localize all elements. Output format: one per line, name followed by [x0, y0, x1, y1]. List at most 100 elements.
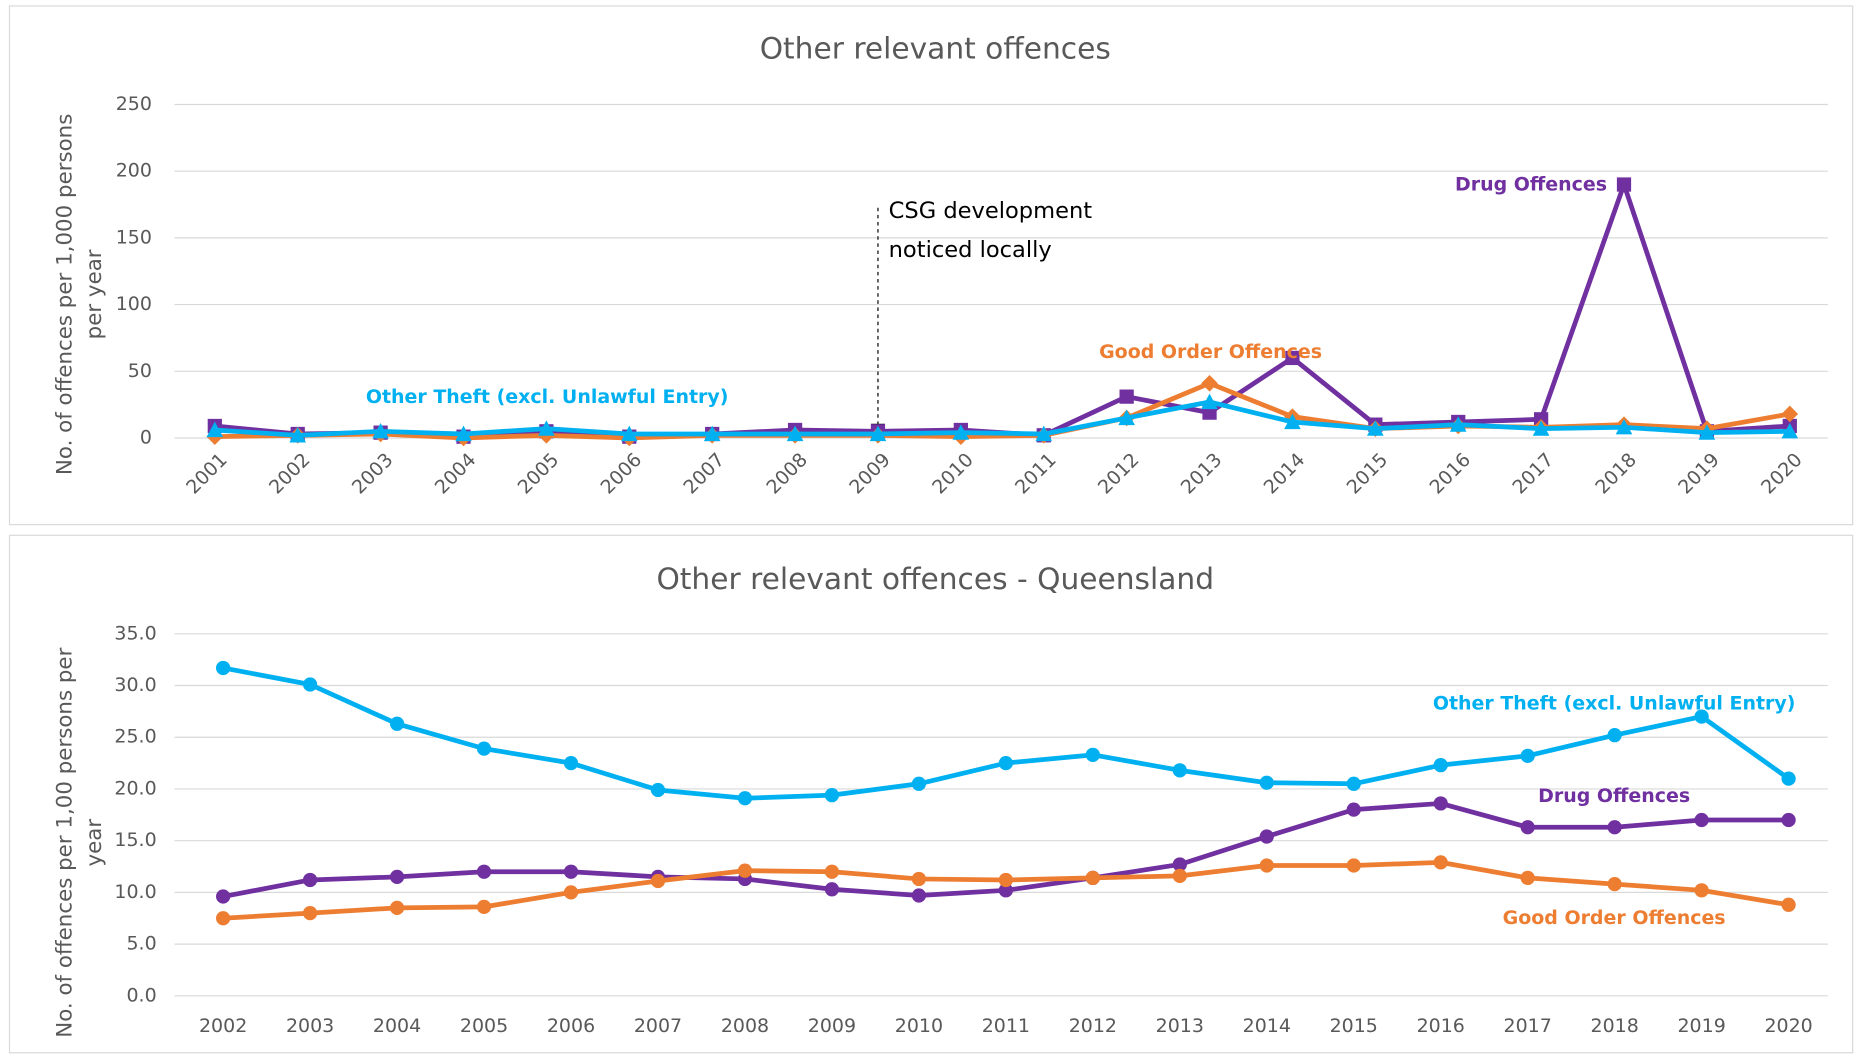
marker [824, 788, 840, 803]
marker [1607, 728, 1622, 743]
marker [476, 899, 492, 914]
marker [1346, 858, 1361, 873]
marker [538, 420, 555, 436]
marker [737, 791, 753, 806]
x-tick-label: 2009 [808, 1015, 856, 1037]
x-tick-label: 2016 [1417, 1015, 1465, 1037]
y-tick-label: 10.0 [114, 881, 156, 903]
y-axis-title: year [82, 819, 107, 867]
marker [1694, 812, 1709, 828]
marker [1781, 423, 1799, 439]
marker [1781, 771, 1796, 786]
marker [911, 888, 927, 903]
x-tick-label: 2012 [1069, 1015, 1117, 1037]
marker [869, 425, 887, 442]
marker [1694, 883, 1709, 898]
marker [786, 425, 804, 442]
chart-title: Other relevant offences - Queensland [656, 561, 1214, 596]
y-tick-label: 5.0 [126, 933, 156, 955]
marker [703, 425, 721, 442]
marker [1035, 425, 1053, 442]
marker [476, 741, 492, 756]
marker [1285, 350, 1300, 366]
x-tick-label: 2004 [373, 1015, 421, 1037]
y-tick-label: 25.0 [114, 726, 156, 748]
series-label: Other Theft (excl. Unlawful Entry) [366, 386, 729, 408]
marker [389, 869, 405, 884]
x-tick-label: 2018 [1591, 1015, 1639, 1037]
marker [216, 889, 231, 904]
marker [1119, 389, 1134, 404]
marker [1172, 857, 1187, 872]
marker [1346, 776, 1361, 791]
marker [650, 782, 666, 798]
marker [1607, 820, 1622, 835]
marker [911, 776, 927, 791]
y-tick-label: 0.0 [126, 984, 156, 1006]
marker [389, 900, 405, 916]
y-axis-title: per year [82, 249, 107, 339]
marker [1433, 758, 1448, 773]
marker [563, 864, 579, 879]
x-tick-label: 2014 [1243, 1015, 1291, 1037]
marker [1346, 802, 1361, 817]
x-tick-label: 2017 [1504, 1015, 1552, 1037]
marker [1085, 747, 1100, 762]
marker [1367, 420, 1384, 436]
x-tick-label: 2013 [1156, 1015, 1204, 1037]
y-axis-title: No. of offences per 1,000 persons [52, 114, 77, 475]
x-tick-label: 2015 [1330, 1015, 1378, 1037]
x-tick-label: 2020 [1764, 1015, 1812, 1037]
marker [998, 883, 1013, 898]
marker [824, 882, 840, 897]
series-label: Good Order Offences [1099, 341, 1322, 363]
marker [1607, 876, 1622, 892]
marker [1433, 855, 1448, 870]
x-tick-label: 2010 [895, 1015, 943, 1037]
annotation: CSG development [889, 198, 1093, 224]
x-tick-label: 2011 [982, 1015, 1030, 1037]
x-tick-label: 2008 [721, 1015, 769, 1037]
y-axis-title: No. of offences per 1,00 persons per [52, 647, 77, 1037]
marker [1449, 416, 1467, 432]
marker [650, 873, 666, 889]
marker [1201, 374, 1218, 392]
marker [1781, 897, 1796, 912]
series-label: Good Order Offences [1503, 907, 1726, 929]
marker [302, 905, 318, 921]
marker [302, 677, 318, 692]
y-tick-label: 150 [116, 226, 152, 248]
marker [1520, 820, 1535, 835]
chart-title: Other relevant offences [760, 30, 1111, 65]
marker [952, 424, 970, 440]
y-tick-label: 100 [116, 293, 152, 315]
marker [289, 427, 307, 443]
marker [1259, 829, 1274, 844]
marker [372, 423, 389, 439]
marker [455, 425, 472, 442]
marker [1259, 775, 1274, 790]
marker [1172, 868, 1187, 883]
marker [998, 872, 1013, 888]
marker [1085, 870, 1100, 886]
marker [1259, 858, 1274, 873]
marker [911, 871, 927, 887]
marker [1532, 420, 1550, 436]
marker [476, 864, 492, 879]
series-label: Drug Offences [1538, 785, 1690, 807]
marker [1520, 870, 1535, 886]
series-label: Drug Offences [1455, 174, 1607, 196]
y-tick-label: 250 [116, 93, 152, 115]
marker [998, 755, 1013, 771]
panel [8, 5, 1854, 526]
marker [1520, 748, 1535, 763]
marker [1172, 763, 1187, 778]
marker [737, 863, 753, 878]
x-tick-label: 2019 [1677, 1015, 1725, 1037]
marker [1698, 424, 1716, 440]
marker [1781, 812, 1796, 828]
marker [389, 716, 405, 731]
marker [1433, 796, 1448, 811]
marker [563, 885, 579, 900]
marker [216, 660, 231, 676]
